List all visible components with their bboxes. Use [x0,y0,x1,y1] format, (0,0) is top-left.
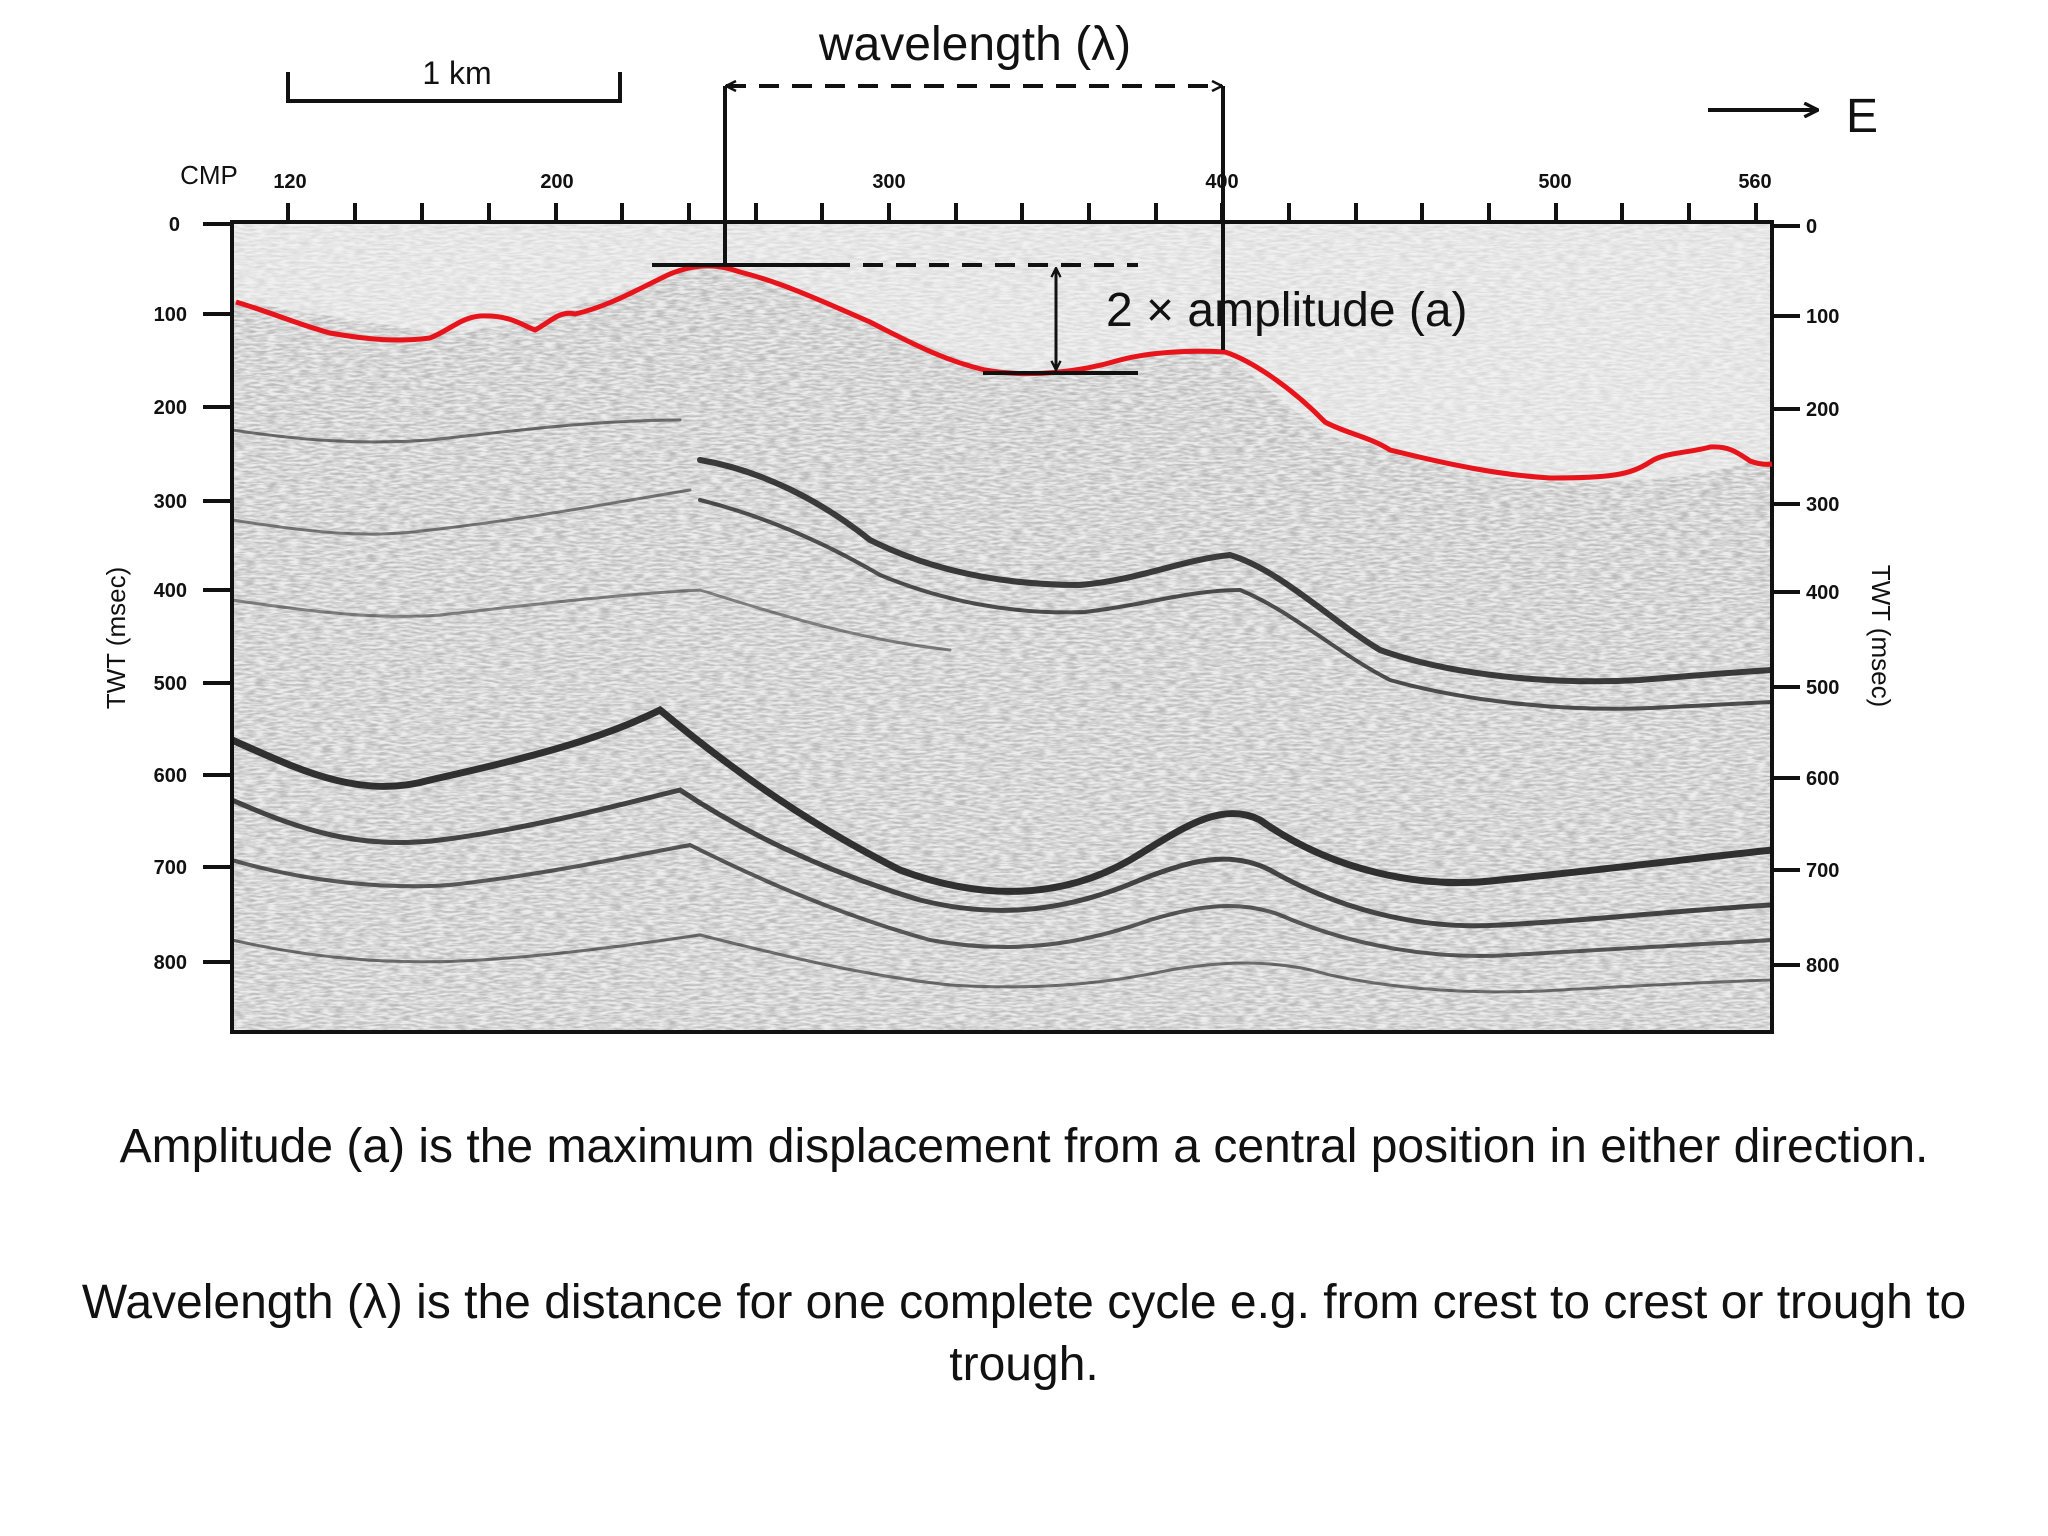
cmp-axis-labels: CMP 120 200 300 400 500 560 [180,160,1772,193]
wavelength-definition: Wavelength (λ) is the distance for one c… [81,1276,1967,1391]
seismic-reflectors [232,418,1772,994]
amplitude-label: 2 × amplitude (a) [1106,284,1468,337]
wavelength-label: wavelength (λ) [818,18,1131,71]
twt-tick-label: 200 [154,397,187,419]
cmp-tick-label: 120 [273,171,306,193]
twt-axis-left-labels: 0 100 200 300 400 500 600 700 800 [154,214,187,974]
cmp-axis [232,203,1772,224]
amplitude-annotation: 2 × amplitude (a) [652,263,1468,375]
twt-tick-label: 400 [1806,582,1839,604]
scale-bar-label: 1 km [422,55,491,91]
cmp-tick-label: 500 [1538,171,1571,193]
cmp-tick-label: 300 [872,171,905,193]
twt-tick-label: 100 [154,304,187,326]
direction-indicator: E [1708,90,1878,143]
scale-bar: 1 km [286,55,622,103]
twt-tick-label: 500 [1806,677,1839,699]
twt-tick-label: 800 [1806,955,1839,977]
twt-tick-label: 700 [1806,860,1839,882]
twt-axis-left [203,222,232,964]
water-column [232,222,1772,482]
cmp-tick-label: 200 [540,171,573,193]
cmp-tick-label: 400 [1205,171,1238,193]
twt-axis-title-left: TWT (msec) [101,567,131,710]
twt-axis-right-labels: 0 100 200 300 400 500 600 700 800 [1806,216,1839,977]
twt-tick-label: 400 [154,580,187,602]
cmp-axis-title: CMP [180,160,238,190]
twt-tick-label: 0 [169,214,180,236]
twt-tick-label: 200 [1806,399,1839,421]
twt-tick-label: 100 [1806,306,1839,328]
amplitude-definition: Amplitude (a) is the maximum displacemen… [119,1120,1929,1173]
twt-tick-label: 500 [154,673,187,695]
seafloor-horizon-line [235,263,1773,481]
twt-tick-label: 800 [154,952,187,974]
twt-tick-label: 700 [154,857,187,879]
seismic-section [232,222,1772,1032]
twt-tick-label: 300 [1806,494,1839,516]
wavelength-annotation: wavelength (λ) [723,18,1225,350]
direction-label: E [1846,90,1878,143]
twt-tick-label: 300 [154,491,187,513]
twt-tick-label: 600 [1806,768,1839,790]
twt-tick-label: 0 [1806,216,1817,238]
twt-axis-right [1772,224,1800,967]
cmp-tick-label: 560 [1738,171,1771,193]
twt-axis-title-right: TWT (msec) [1866,565,1896,708]
twt-tick-label: 600 [154,765,187,787]
